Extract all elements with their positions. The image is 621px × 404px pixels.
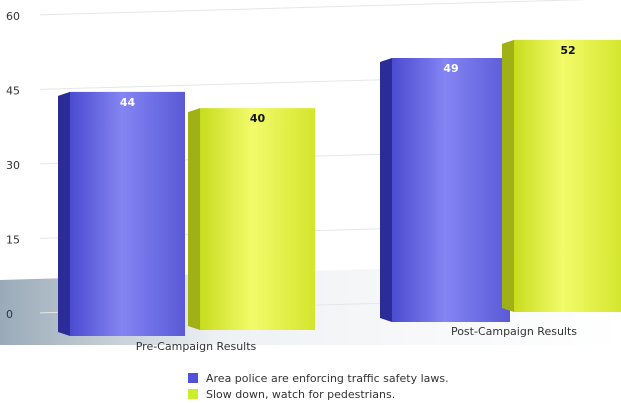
bar-value-label: 44: [120, 96, 136, 109]
legend-label-police: Area police are enforcing traffic safety…: [206, 371, 449, 385]
legend: Area police are enforcing traffic safety…: [188, 370, 449, 402]
bar: [70, 91, 185, 336]
legend-item-police: Area police are enforcing traffic safety…: [188, 370, 449, 386]
y-tick-label: 15: [6, 233, 20, 246]
bar-value-label: 52: [560, 44, 575, 57]
legend-item-slow-down: Slow down, watch for pedestrians.: [188, 386, 449, 402]
category-label: Pre-Campaign Results: [136, 340, 257, 353]
bar-side: [502, 39, 514, 312]
bar-side: [58, 91, 70, 336]
category-label: Post-Campaign Results: [451, 325, 577, 338]
legend-swatch-slow-down: [188, 389, 198, 399]
gridline: [39, 0, 590, 16]
bar-value-label: 40: [250, 112, 266, 125]
bar: [200, 108, 315, 330]
y-tick-label: 45: [6, 84, 20, 97]
bar-value-label: 49: [443, 62, 458, 75]
bar-side: [188, 108, 200, 330]
bar-side: [380, 58, 392, 322]
legend-swatch-police: [188, 373, 198, 383]
y-tick-label: 0: [6, 308, 13, 321]
legend-label-slow-down: Slow down, watch for pedestrians.: [206, 387, 396, 401]
bar: [392, 58, 510, 322]
y-tick-label: 30: [6, 159, 20, 172]
bar: [514, 39, 621, 312]
y-tick-label: 60: [6, 10, 20, 23]
